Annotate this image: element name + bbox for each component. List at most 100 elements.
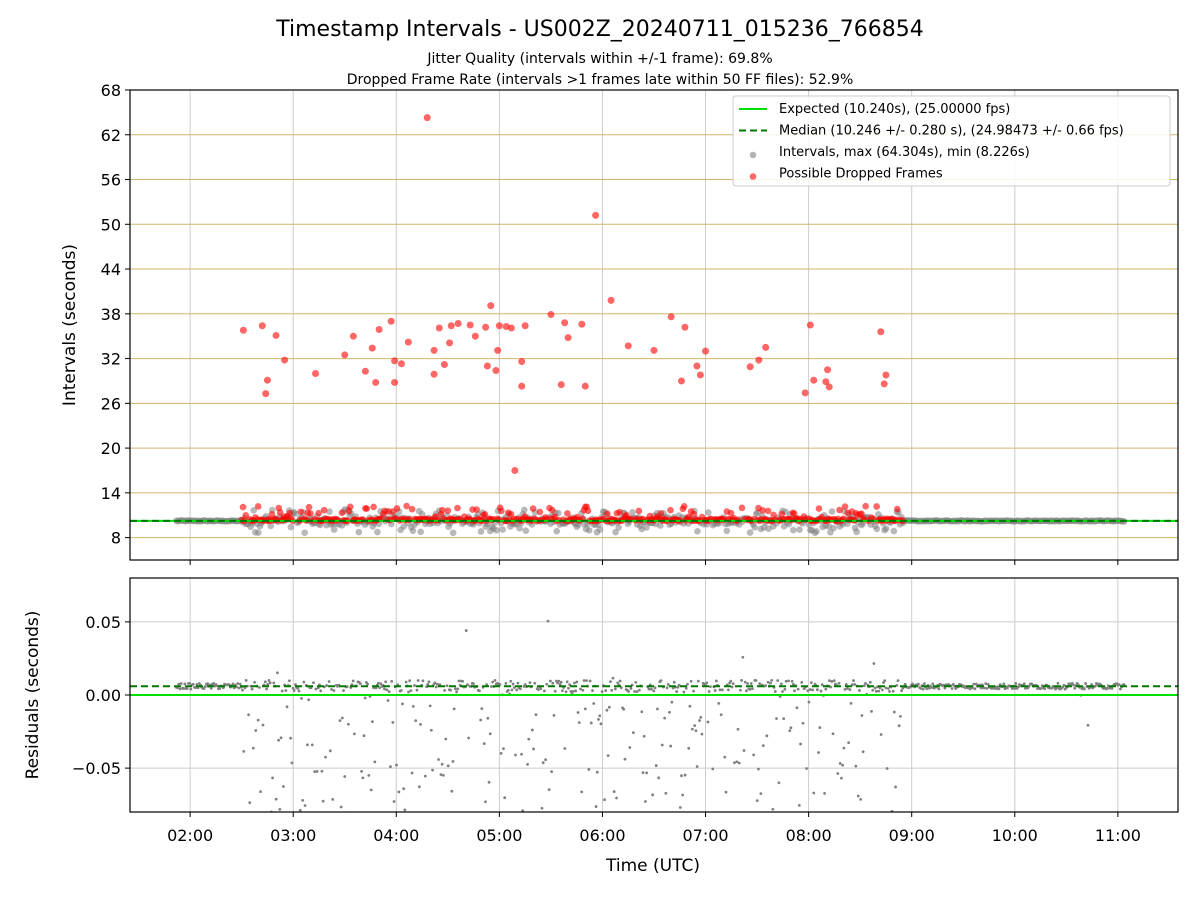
residual-point — [729, 679, 733, 683]
residual-point — [885, 767, 889, 770]
residual-point — [1072, 683, 1075, 687]
interval-point — [790, 526, 797, 534]
residual-point — [860, 714, 864, 717]
residual-point — [428, 704, 432, 708]
residual-point — [558, 682, 562, 686]
dropped-frame-outlier — [404, 338, 412, 346]
residual-point — [532, 747, 535, 751]
residual-point — [650, 687, 653, 691]
residual-point — [488, 732, 492, 736]
residual-point — [514, 753, 517, 757]
residual-point — [520, 752, 523, 756]
residual-point — [705, 681, 709, 685]
residual-point — [599, 722, 603, 726]
dropped-frame-outlier — [430, 346, 438, 354]
residual-point — [903, 682, 907, 686]
residual-point — [1093, 684, 1097, 688]
dropped-frame-point — [778, 510, 786, 518]
residual-point — [974, 682, 978, 686]
residual-point — [280, 689, 284, 693]
dropped-frame-outlier — [435, 324, 443, 332]
residual-point — [672, 680, 676, 684]
residual-point — [943, 686, 947, 690]
residual-point — [788, 729, 792, 733]
residual-point — [757, 767, 760, 771]
interval-point — [400, 523, 407, 530]
residual-point — [511, 682, 515, 686]
x-tick-label: 06:00 — [579, 826, 625, 845]
top-y-tick-label: 32 — [101, 350, 121, 369]
residual-point — [461, 679, 465, 683]
top-y-tick-label: 14 — [101, 484, 121, 503]
dropped-frame-outlier — [581, 382, 589, 390]
chart-legend: Expected (10.240s), (25.00000 fps) Median… — [732, 95, 1171, 187]
chart-subtitle-dropped: Dropped Frame Rate (intervals >1 frames … — [347, 72, 854, 88]
residual-point — [641, 771, 645, 775]
dropped-frame-outlier — [262, 390, 270, 398]
residual-point — [749, 682, 753, 685]
residual-point — [789, 726, 793, 730]
dropped-frame-outlier — [877, 328, 885, 336]
residual-point — [759, 792, 763, 796]
residual-point — [574, 689, 578, 693]
residual-point — [900, 689, 903, 693]
residual-point — [552, 713, 556, 717]
residual-point — [629, 687, 633, 690]
residual-point — [571, 689, 575, 693]
residual-point — [274, 797, 278, 801]
residual-point — [569, 689, 573, 693]
residual-point — [1039, 686, 1043, 690]
interval-point — [694, 528, 701, 535]
residual-point — [870, 709, 873, 713]
residual-point — [271, 776, 274, 780]
residual-point — [782, 717, 786, 721]
dropped-frame-point — [507, 510, 515, 518]
residual-point — [441, 773, 445, 777]
interval-point — [873, 525, 881, 533]
residual-point — [542, 689, 546, 693]
dropped-frame-outlier — [391, 378, 399, 386]
bottom-y-tick-label: −0.05 — [72, 759, 121, 778]
interval-point — [292, 510, 299, 517]
residual-point — [1040, 684, 1044, 688]
residual-point — [231, 682, 235, 686]
residual-point — [292, 689, 296, 692]
residual-point — [631, 731, 635, 735]
dropped-frame-outlier — [423, 114, 431, 122]
residual-point — [298, 808, 302, 812]
residual-point — [334, 812, 337, 815]
residual-point — [820, 683, 824, 687]
residual-point — [852, 679, 855, 682]
dropped-frame-point — [439, 506, 446, 514]
residual-point — [633, 690, 636, 693]
residual-point — [622, 707, 626, 711]
dropped-frame-point — [307, 510, 314, 517]
residual-point — [748, 687, 752, 691]
dropped-frame-outlier — [430, 370, 438, 378]
residual-point — [411, 704, 415, 708]
residual-point — [272, 681, 276, 685]
residual-point — [310, 743, 314, 747]
residual-point — [707, 690, 711, 693]
dropped-frame-outlier — [521, 322, 529, 330]
residual-point — [472, 682, 475, 686]
residual-point — [895, 683, 899, 687]
residual-point — [276, 671, 279, 675]
residual-point — [618, 679, 622, 683]
interval-point — [612, 528, 619, 536]
dropped-frame-outlier — [387, 317, 395, 325]
residual-point — [689, 679, 693, 683]
residual-point — [218, 687, 222, 691]
residual-point — [351, 679, 355, 683]
residual-point — [268, 681, 272, 685]
residual-point — [408, 679, 412, 683]
residual-point — [366, 682, 370, 686]
residual-point — [1016, 685, 1020, 689]
residual-point — [801, 721, 805, 725]
residual-point — [836, 772, 840, 775]
residual-point — [731, 682, 735, 686]
interval-point — [746, 529, 754, 536]
residual-point — [1002, 682, 1006, 686]
dropped-frame-outlier — [258, 322, 266, 330]
dropped-frame-point — [759, 506, 766, 514]
